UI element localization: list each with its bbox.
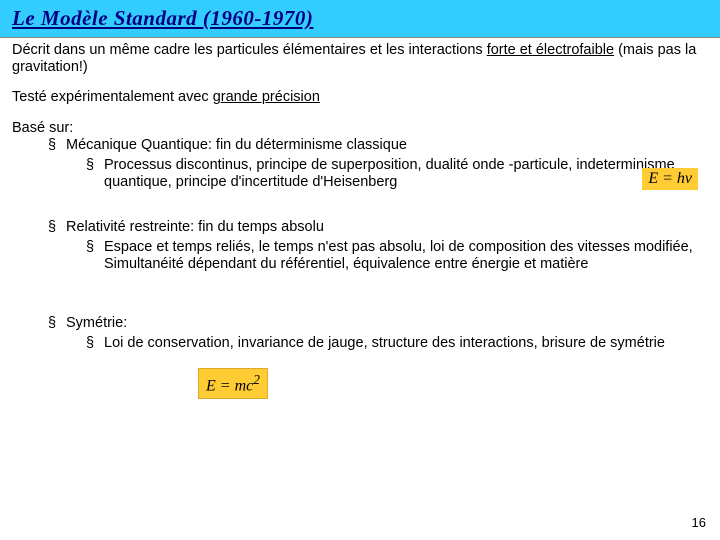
formula-text: E = hv <box>648 170 692 187</box>
text-underlined: forte et électrofaible <box>487 42 614 58</box>
bullet-text: Processus discontinus, principe de super… <box>104 157 675 190</box>
bullet-label: Relativité restreinte: fin du temps abso… <box>66 219 324 235</box>
bullet-text: Espace et temps reliés, le temps n'est p… <box>104 239 693 272</box>
title-bar: Le Modèle Standard (1960-1970) <box>0 0 720 38</box>
page-title: Le Modèle Standard (1960-1970) <box>12 6 313 30</box>
formula-exponent: 2 <box>253 372 260 387</box>
bullet-relativity-sub: Espace et temps reliés, le temps n'est p… <box>86 239 708 272</box>
formula-text: E = mc <box>206 377 253 394</box>
content-area: Décrit dans un même cadre les particules… <box>0 38 720 352</box>
text: Testé expérimentalement avec <box>12 89 213 105</box>
text-underlined: grande précision <box>213 89 320 105</box>
bullet-symmetry: Symétrie: <box>48 315 708 332</box>
bullet-label: Symétrie: <box>66 315 127 331</box>
formula-einstein: E = mc2 <box>198 368 268 399</box>
bullet-text: Loi de conservation, invariance de jauge… <box>104 335 665 351</box>
bullet-symmetry-sub: Loi de conservation, invariance de jauge… <box>86 335 708 352</box>
bullet-label: Mécanique Quantique: fin du déterminisme… <box>66 137 407 153</box>
bullet-quantum-sub: Processus discontinus, principe de super… <box>86 157 708 190</box>
page-number: 16 <box>692 515 706 530</box>
text: Décrit dans un même cadre les particules… <box>12 42 487 58</box>
paragraph-intro: Décrit dans un même cadre les particules… <box>12 42 708 75</box>
bullet-quantum: Mécanique Quantique: fin du déterminisme… <box>48 137 708 154</box>
formula-planck: E = hv <box>642 168 698 190</box>
paragraph-precision: Testé expérimentalement avec grande préc… <box>12 89 708 106</box>
bullet-relativity: Relativité restreinte: fin du temps abso… <box>48 219 708 236</box>
based-on-label: Basé sur: <box>12 120 708 137</box>
